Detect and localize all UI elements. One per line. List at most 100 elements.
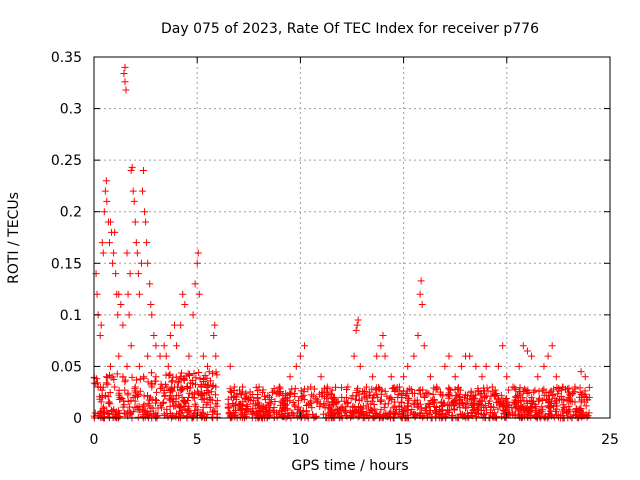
data-point [483,392,490,400]
data-point [277,410,285,418]
data-point [463,395,471,403]
data-point [286,390,294,398]
data-point [523,410,531,418]
data-point [278,397,286,405]
data-point [247,393,255,401]
x-tick-label: 25 [601,432,619,448]
data-point [185,352,193,360]
data-point [251,400,259,408]
data-point [301,342,309,350]
data-point [177,321,185,329]
data-point [381,352,389,360]
data-point [205,368,213,376]
data-point [335,406,343,414]
data-point [527,406,535,414]
data-point [405,395,413,403]
data-point [142,218,150,226]
data-point [166,388,174,396]
data-point [439,392,447,400]
data-point [472,362,480,370]
data-point [261,396,269,404]
data-point [288,385,296,393]
data-point [164,413,172,421]
data-point [452,392,460,400]
data-point [180,396,188,404]
data-point [296,352,304,360]
data-point [120,70,128,78]
y-axis-label: ROTI / TECUs [6,192,22,284]
data-point [325,402,333,410]
data-point [166,331,174,339]
data-point [206,393,214,401]
data-point [160,398,168,406]
data-point [98,393,106,401]
data-point [585,409,593,417]
data-point [120,409,128,417]
data-point [139,187,147,195]
data-point [116,412,124,420]
x-tick-label: 0 [90,432,99,448]
data-point [495,362,503,370]
data-point [549,391,557,399]
plot-frame [93,56,611,419]
data-point [524,413,532,421]
data-point [111,411,119,419]
data-point [523,347,531,355]
data-point [128,163,136,171]
data-point [445,352,453,360]
data-point [179,290,187,298]
data-point [455,400,463,408]
data-point [445,392,453,400]
data-point [445,385,453,393]
data-point [270,385,278,393]
data-point [137,259,145,267]
data-point [502,395,510,403]
data-point [332,383,340,391]
data-point [387,394,395,402]
data-point [131,218,139,226]
x-tick-label: 10 [291,432,309,448]
data-point [481,401,489,409]
data-point [418,301,426,309]
data-point [156,352,164,360]
data-point [462,399,470,407]
data-point [162,352,170,360]
data-point [576,388,584,396]
data-point [211,391,219,399]
data-point [426,373,434,381]
data-point [450,396,458,404]
data-point [517,413,525,421]
data-point [140,373,148,381]
data-point [291,390,299,398]
data-point [213,397,221,405]
data-point [144,378,152,386]
data-point [451,373,459,381]
data-point [517,401,525,409]
data-point [194,406,202,414]
data-point [353,386,361,394]
data-point [450,405,458,413]
data-point [478,373,486,381]
data-point [505,411,513,419]
data-point [199,403,207,411]
data-point [121,378,129,386]
data-point [270,404,278,412]
data-point [292,362,300,370]
data-point [132,376,140,384]
data-point [231,402,239,410]
data-point [134,413,142,421]
data-point [170,383,178,391]
data-point [97,408,105,416]
data-point [98,239,106,247]
data-point [357,404,365,412]
data-point [366,409,374,417]
data-point [430,397,438,405]
data-point [192,374,200,382]
data-point [147,369,155,377]
data-point [416,400,424,408]
data-point [425,390,433,398]
data-point [297,387,305,395]
data-point [300,396,308,404]
data-point [411,397,419,405]
data-point [501,406,509,414]
